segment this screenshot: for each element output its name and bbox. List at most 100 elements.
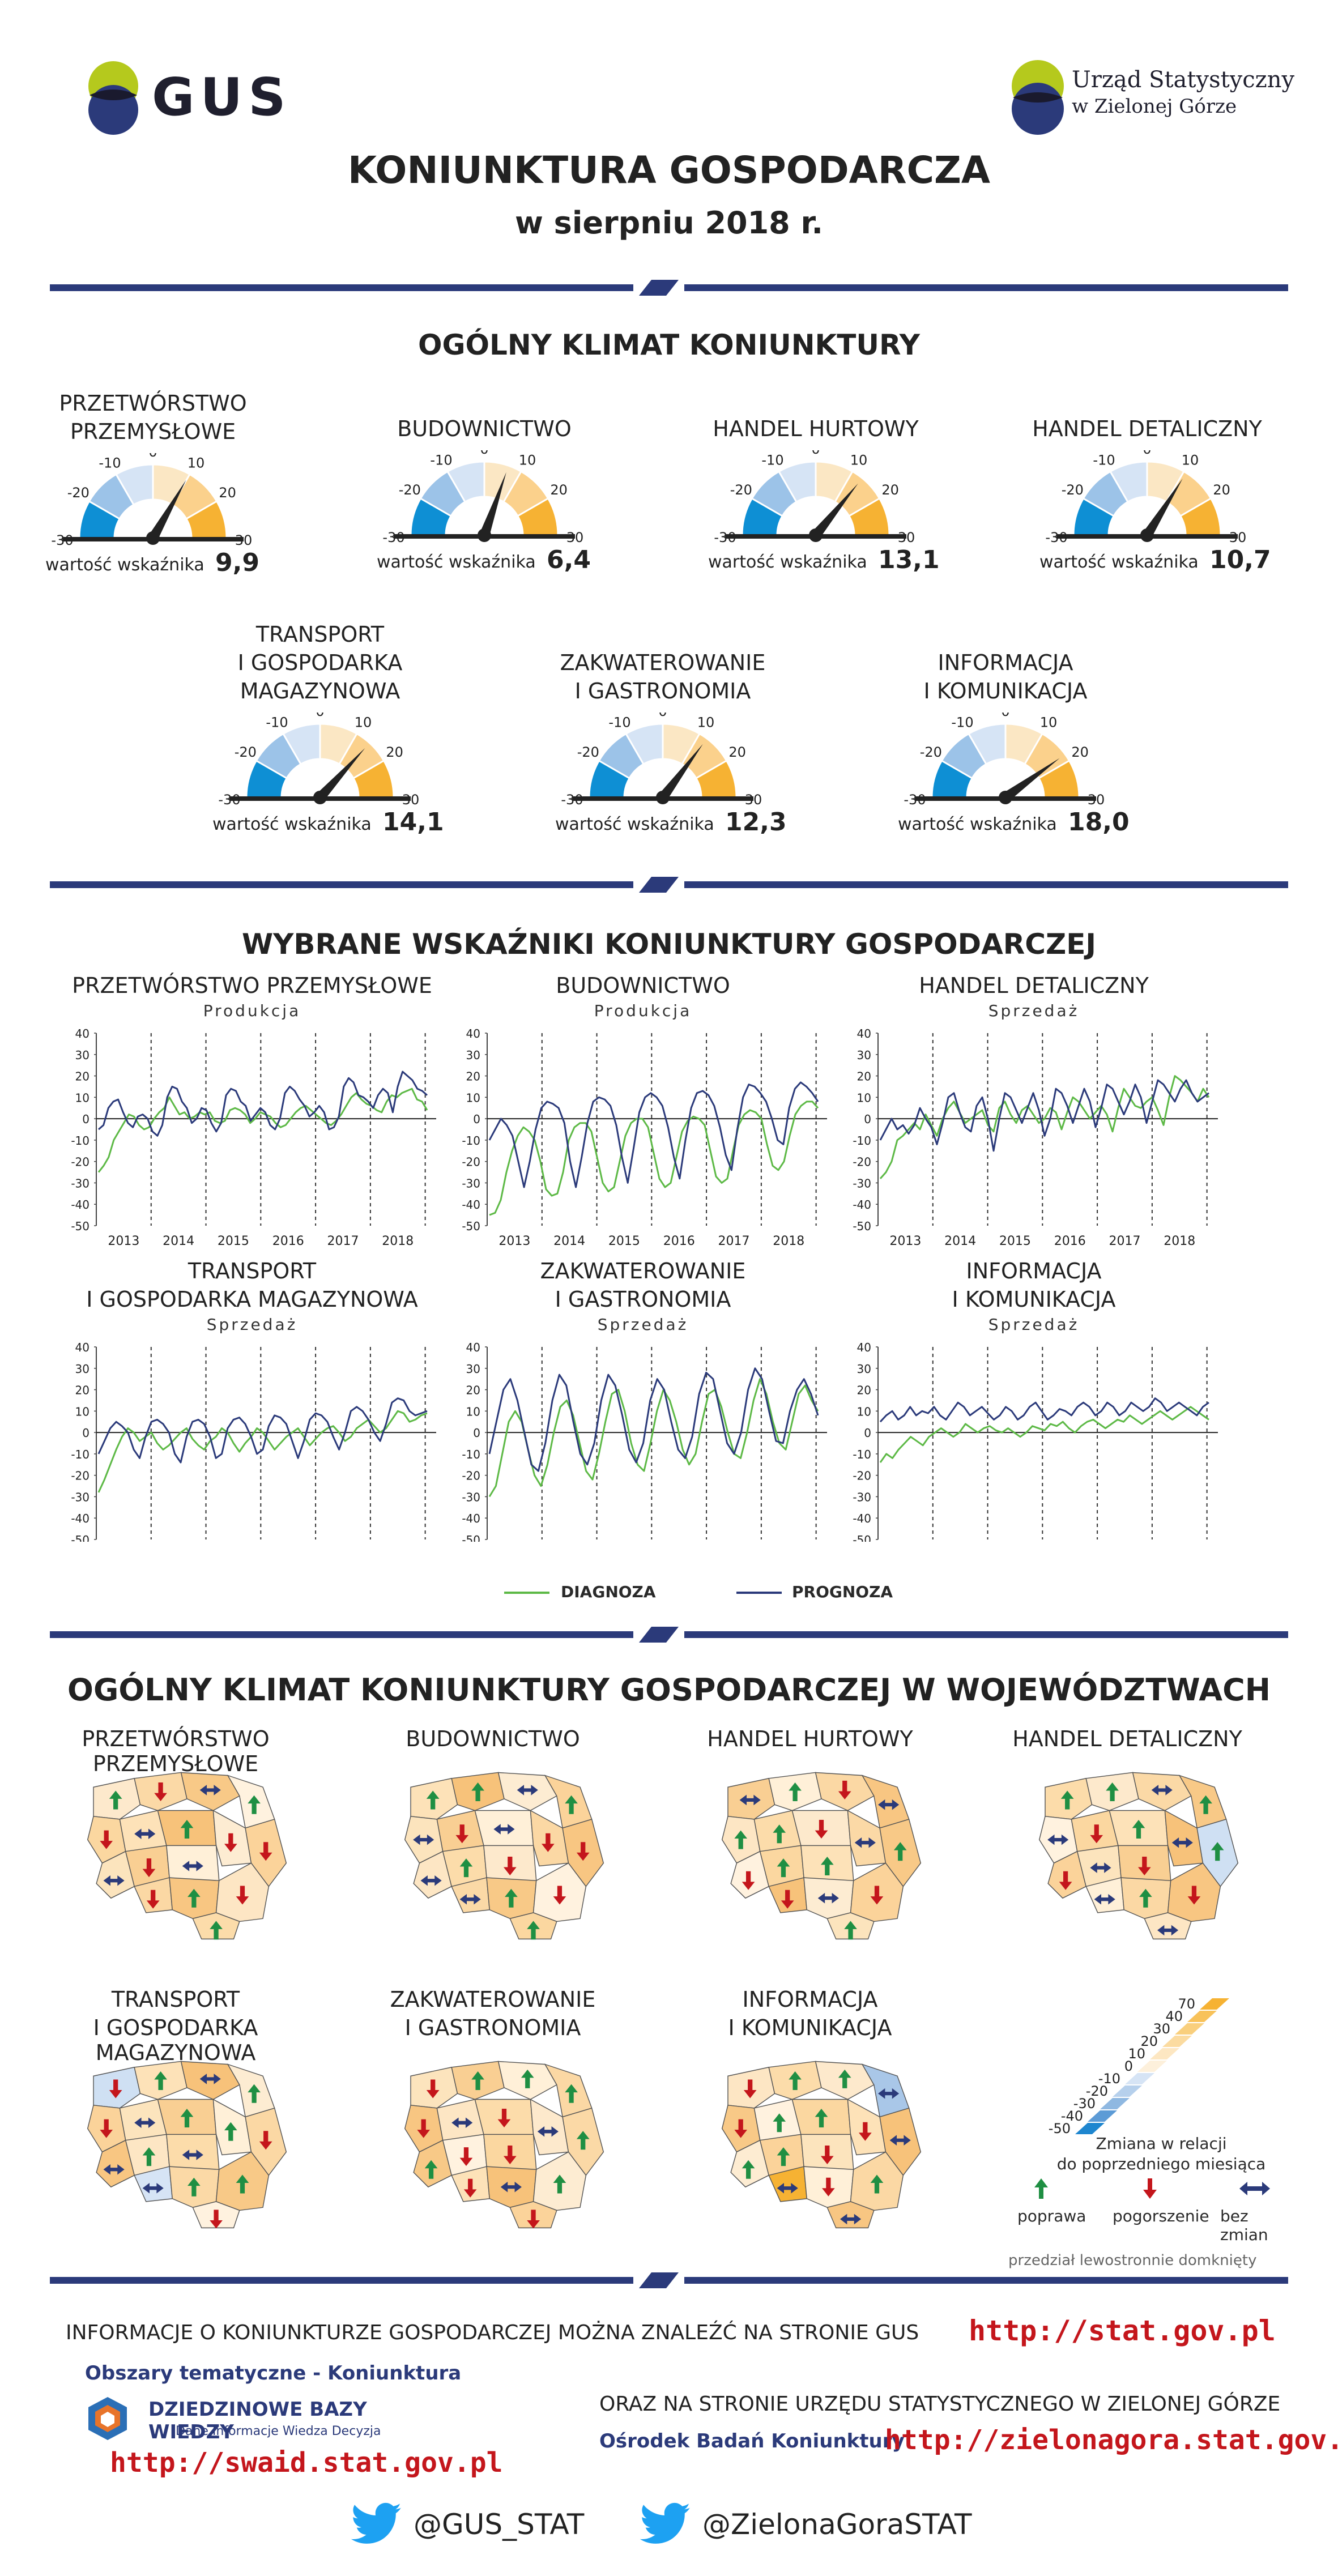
gauge-title: HANDEL DETALICZNY [1032,416,1262,441]
zielonagora-url-link[interactable]: http://zielonagora.stat.gov.pl [885,2424,1338,2456]
scale-label: -30 [1073,2096,1096,2112]
dbw-subtitle: Dane Informacje Wiedza Decyzja [176,2424,381,2438]
y-tick-label: -10 [462,1448,480,1461]
page-title: KONIUNKTURA GOSPODARCZA [348,148,990,192]
arrow-up-icon [576,2131,590,2150]
gauge-tick-label: 0 [658,713,667,719]
poland-map [404,2061,604,2229]
legend-same-label: bez zmian [1220,2207,1268,2244]
gauge-dial: -30 -20 -10 0 10 20 30 [1045,450,1246,545]
arrow-down-icon [820,2145,834,2164]
gauge-tick-label: 0 [1001,713,1009,719]
gauge-tick-label: -30 [1045,530,1067,545]
arrow-down-icon [142,1858,156,1878]
gauge-tick-label: -30 [561,792,583,808]
arrow-up-icon [248,2084,261,2103]
arrow-both-icon [199,2074,221,2084]
x-tick-label: 2018 [382,1234,414,1248]
gauge-tick-label: 0 [811,450,820,457]
gauge-hub [146,531,160,545]
line-chart: INFORMACJA I KOMUNIKACJA Sprzedaż 40 30 20 10 0… [838,1259,1229,1542]
dbw-logo: DZIEDZINOWE BAZY WIEDZY Dane Informacje … [85,2395,436,2446]
arrow-up-icon [210,1921,223,1940]
arrow-down-icon [527,2210,540,2229]
twitter-gus[interactable]: @GUS_STAT [351,2502,634,2548]
y-tick-label: -20 [853,1155,871,1169]
gauge-tick-label: 30 [745,792,762,808]
twitter-zg-handle: @ZielonaGoraSTAT [702,2508,972,2541]
y-tick-label: 30 [75,1362,90,1376]
y-tick-label: 30 [466,1362,480,1376]
gauge-card: BUDOWNICTWO -30 -20 -10 0 10 20 30 wartość wskaź… [365,416,649,632]
region-map: ZAKWATEROWANIE I GASTRONOMIA [334,1987,651,2236]
y-tick-label: -20 [71,1469,90,1483]
arrow-down-icon [838,1780,851,1799]
arrow-down-icon [1137,1856,1151,1875]
gauge-tick-label: 10 [519,452,536,468]
scale-label: 70 [1178,1996,1195,2012]
chart-plot: 40 30 20 10 0 -10 -20 -30 -40 -50 2013 2014 2015 2016… [462,1027,827,1248]
region-map: INFORMACJA I KOMUNIKACJA [651,1987,969,2236]
map-title: ZAKWATEROWANIE [390,1987,596,2012]
x-tick-label: 2015 [218,1234,249,1248]
region-map: PRZETWÓRSTWO PRZEMYSŁOWE [17,1726,334,1976]
arrow-up-icon [459,1858,473,1878]
arrow-up-icon [180,2109,194,2127]
map-title: PRZETWÓRSTWO PRZEMYSŁOWE [82,1726,270,1776]
arrow-both-icon [1047,1834,1069,1845]
y-tick-label: 10 [466,1405,480,1418]
gauge-tick-label: 30 [898,530,915,545]
gauge-tick-label: -30 [218,792,240,808]
arrow-both-icon [537,2126,559,2137]
map-title: TRANSPORT [111,1987,240,2012]
us-logo: Urząd Statystyczny w Zielonej Górze [1008,52,1303,143]
gauge-tick-label: -10 [1093,452,1115,468]
y-tick-label: -20 [71,1155,90,1169]
chart-title-2: I GOSPODARKA MAGAZYNOWA [86,1287,418,1312]
dbw-title: DZIEDZINOWE BAZY WIEDZY [148,2398,367,2443]
arrow-up-icon [773,2113,786,2133]
arrow-down-icon [1090,1824,1103,1844]
y-tick-label: -30 [71,1176,90,1190]
y-tick-label: 10 [857,1091,871,1104]
arrow-down-icon [497,2109,511,2127]
poland-map [721,1772,922,1940]
arrow-down-icon [146,1890,160,1909]
twitter-zg[interactable]: @ZielonaGoraSTAT [640,2502,1037,2548]
gauge-tick-label: 10 [697,714,715,730]
gauge-card: PRZETWÓRSTWO PRZEMYSŁOWE -30 -20 -10 0 10 20 30 w… [34,391,317,606]
y-tick-label: -40 [462,1198,480,1212]
gauge-tick-label: -30 [904,792,926,808]
gauge-hub [656,791,670,804]
also-text: ORAZ NA STRONIE URZĘDU STATYSTYCZNEGO W … [599,2392,1281,2416]
scale-step [1200,1998,1229,2010]
gauge-tick-label: 20 [728,744,746,760]
gauge-value-label: wartość wskaźnika [377,552,536,572]
y-tick-label: 40 [466,1027,480,1040]
gauge-tick-label: 20 [386,744,403,760]
arrow-up-icon [471,1782,484,1801]
separator [50,2272,1288,2288]
y-tick-label: 0 [82,1112,90,1126]
arrow-down-icon [553,1886,566,1905]
gauge-hub [809,528,823,542]
gauge-tick-label: 20 [550,482,568,498]
gauge-tick-label: -30 [51,532,73,548]
series-diagnoza [97,1087,428,1173]
gauge-tick-label: -20 [399,482,421,498]
y-tick-label: -40 [853,1198,871,1212]
y-tick-label: -30 [462,1176,480,1190]
gauge-tick-label: 20 [1213,482,1230,498]
chart-plot: 40 30 20 10 0 -10 -20 -30 -40 -50 2013 2014 2015 2016… [853,1027,1218,1248]
y-tick-label: 20 [75,1384,90,1397]
gauge-tick-label: -20 [235,744,257,760]
arrow-both-icon [500,2181,522,2193]
scale-step [1150,2048,1179,2059]
swaid-url-link[interactable]: http://swaid.stat.gov.pl [110,2447,503,2479]
scale-step [1125,2073,1154,2084]
scale-label: 10 [1128,2046,1145,2062]
gus-url-link[interactable]: http://stat.gov.pl [969,2314,1276,2347]
charts-section-title: WYBRANE WSKAŹNIKI KONIUNKTURY GOSPODARCZ… [242,928,1096,961]
scale-label: 30 [1153,2021,1170,2037]
chart-subtitle: Sprzedaż [988,1315,1080,1334]
